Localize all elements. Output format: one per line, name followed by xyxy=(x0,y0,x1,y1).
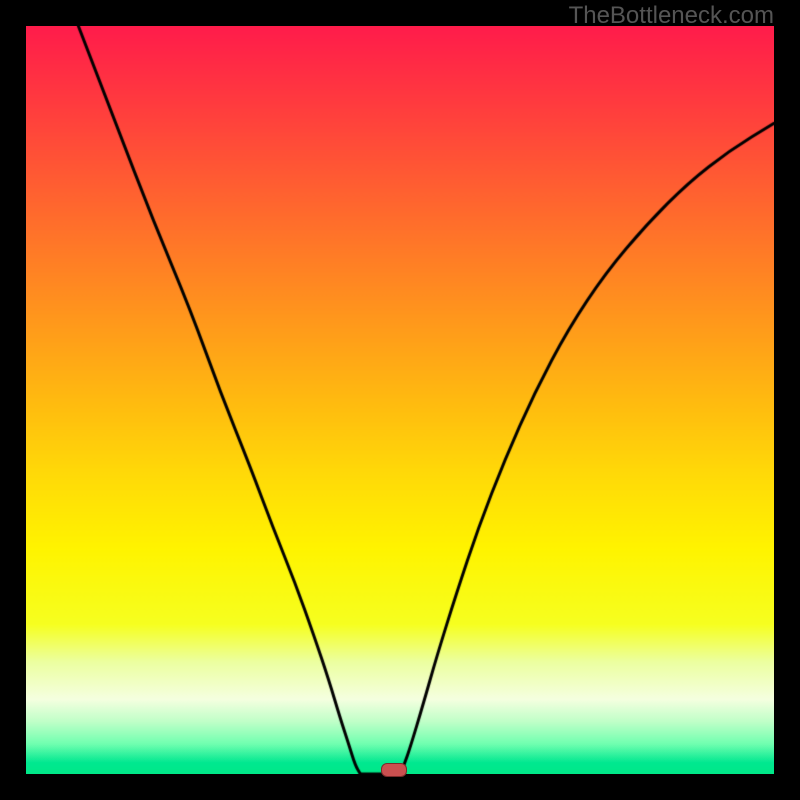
optimum-marker xyxy=(381,763,407,777)
plot-area xyxy=(26,26,774,774)
watermark-text: TheBottleneck.com xyxy=(569,2,774,30)
bottleneck-curve xyxy=(26,26,774,774)
figure-container: { "figure": { "width": 800, "height": 80… xyxy=(0,0,800,800)
